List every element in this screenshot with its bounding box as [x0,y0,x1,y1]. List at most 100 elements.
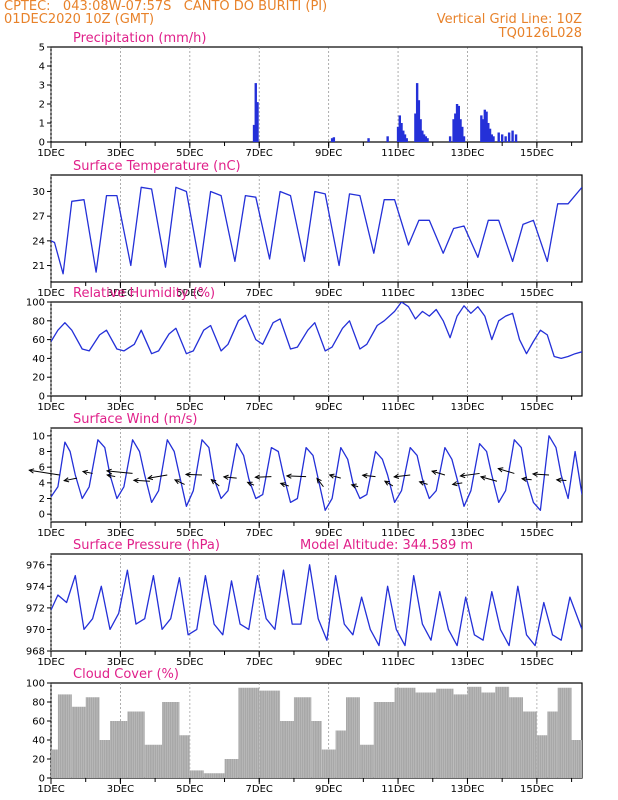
wind-arrowhead [210,478,217,485]
y-tick-label: 30 [32,187,45,198]
cloud-bar [509,697,523,778]
panel-title: Surface Wind (m/s) [73,412,197,427]
x-tick-label: 11DEC [381,148,415,159]
cloud-bar [280,721,294,778]
wind-vector [522,478,532,481]
precip-bar [254,83,257,142]
precip-bar [419,119,422,142]
y-tick-label: 80 [32,698,45,709]
cloud-bar [162,702,180,778]
panel-title: Relative Humidity (%) [73,286,215,301]
precip-bar [462,136,466,142]
x-tick-label: 7DEC [246,528,273,539]
wind-arrowhead [106,473,113,479]
precip-bar [500,134,504,142]
cloud-bar [495,686,510,778]
plot-frame [50,46,583,143]
precip-bar [332,137,336,142]
panel-title: Surface Pressure (hPa) [73,538,220,553]
plot-frame [50,553,583,652]
precip-bar [421,130,424,142]
wind-vector [185,473,202,476]
x-tick-label: 13DEC [451,288,485,299]
x-tick-label: 15DEC [520,148,554,159]
x-tick-label: 13DEC [451,784,485,795]
cloud-bar [99,740,110,778]
precip-bar [417,100,421,142]
precip-bar [256,102,259,142]
x-tick-label: 9DEC [315,148,342,159]
wind-vector [223,476,237,479]
precip-bar [400,123,403,142]
cloud-bar [110,721,128,778]
precip-bar [485,111,488,142]
cloud-bar [335,730,346,778]
cloud-bar [179,735,190,778]
temperature-panel: 21 24 27 30 1DEC 3DEC 5DEC 7DEC 9DEC 11DEC 13DEC 15… [32,159,583,299]
x-tick-label: 13DEC [451,657,485,668]
wind-vector [211,479,220,487]
wind-arrowhead [279,482,286,488]
y-tick-label: 24 [32,236,45,247]
x-tick-label: 7DEC [246,402,273,413]
y-tick-label: 2 [39,100,45,111]
cloud-bar [51,749,58,778]
wind-vector [286,475,307,478]
series-line [51,435,582,511]
y-tick-label: 100 [26,679,45,690]
y-tick-label: 10 [32,431,45,442]
x-tick-label: 9DEC [315,402,342,413]
x-tick-label: 5DEC [176,784,203,795]
y-tick-label: 976 [26,560,45,571]
wind-arrowhead [418,480,425,486]
cloud-bar [293,697,312,778]
y-tick-label: 20 [32,755,45,766]
cloud-bar [203,773,225,778]
x-tick-label: 5DEC [176,657,203,668]
y-tick-label: 27 [32,212,45,223]
pressure-panel: 968 970 972 974 976 1DEC 3DEC 5DEC 7DEC 9DEC 11DEC… [26,538,583,668]
wind-vector [362,474,376,478]
precip-bar [426,138,429,142]
wind-arrowhead [105,468,112,474]
wind-arrowhead [184,471,191,478]
y-tick-label: 6 [39,463,45,474]
wind-vector [106,470,133,474]
header: CPTEC: 043:08W-07:57S CANTO DO BURITI (P… [0,0,618,44]
x-tick-label: 3DEC [107,402,134,413]
wind-vector [82,471,93,474]
precip-bar [483,109,487,142]
y-tick-label: 60 [32,335,45,346]
x-tick-label: 7DEC [246,657,273,668]
plot-frame [50,301,583,397]
cloud-bar [311,721,322,778]
precip-bar [403,134,407,142]
x-tick-label: 3DEC [107,148,134,159]
cloud-bar [415,692,437,778]
cloud-bar [189,770,204,778]
precip-bar [398,115,401,142]
y-tick-label: 8 [39,447,45,458]
precip-bar [481,119,485,142]
precip-bar [402,130,405,142]
x-tick-label: 3DEC [107,288,134,299]
x-tick-label: 13DEC [451,148,485,159]
y-tick-label: 0 [39,392,45,403]
wind-arrowhead [173,479,180,485]
y-tick-label: 21 [32,261,45,272]
precip-bar [511,130,514,142]
y-tick-label: 2 [39,494,45,505]
y-tick-label: 970 [26,625,45,636]
panel-title: Cloud Cover (%) [73,667,179,682]
wind-vector [431,470,446,476]
x-tick-label: 11DEC [381,657,415,668]
y-tick-label: 0 [39,138,45,149]
x-tick-label: 9DEC [315,528,342,539]
precip-bar [490,134,493,142]
panel-annotation: Model Altitude: 344.589 m [300,538,473,553]
wind-arrowhead [430,469,438,475]
precipitation-panel: 0 1 2 3 4 5 1DEC 3DEC 5DEC 7DEC 9DEC 11DEC 13DEC 15DE… [37,31,583,159]
wind-arrowhead [285,473,292,479]
